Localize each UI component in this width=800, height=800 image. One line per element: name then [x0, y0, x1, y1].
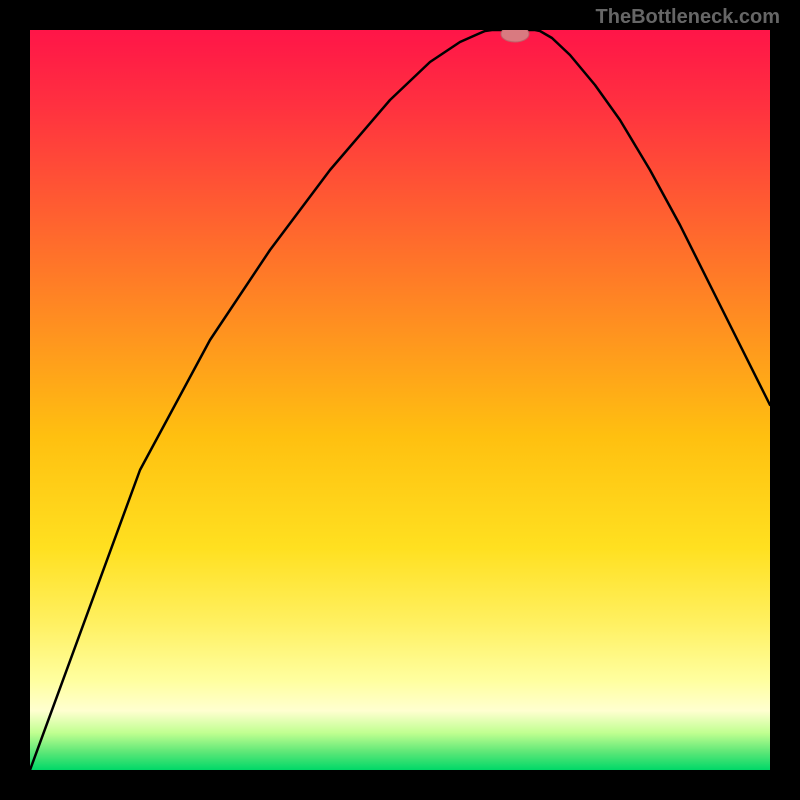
bottleneck-chart [30, 30, 770, 770]
gradient-background [30, 30, 770, 770]
optimal-marker [501, 30, 529, 42]
watermark-text: TheBottleneck.com [596, 6, 780, 29]
